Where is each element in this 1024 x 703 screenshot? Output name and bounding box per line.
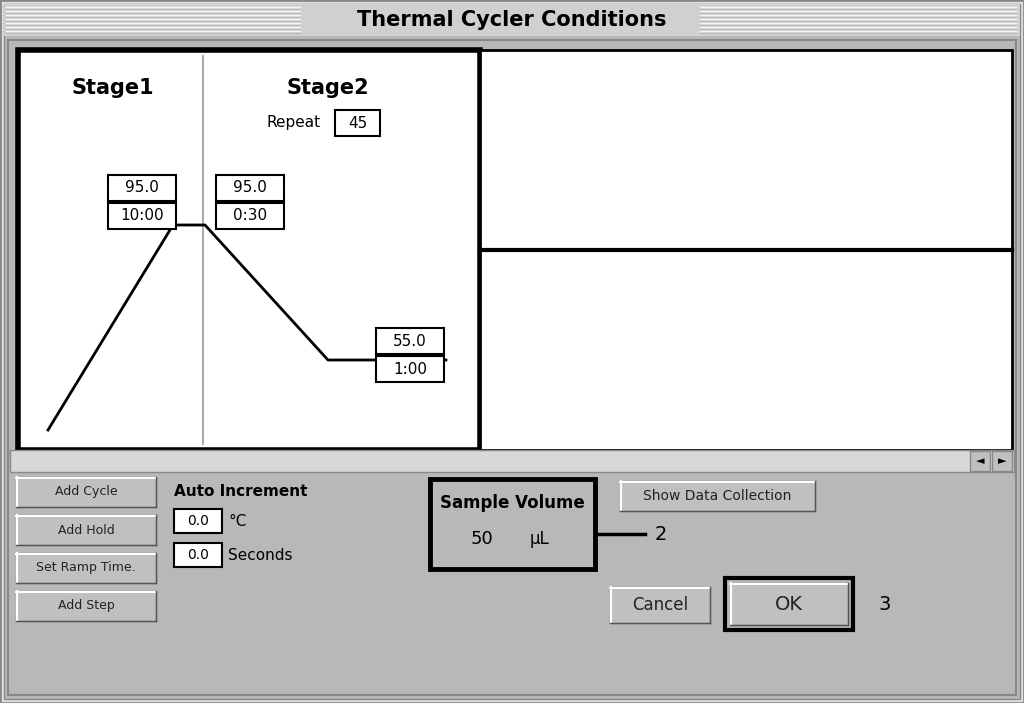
Text: 55.0: 55.0 [393, 333, 427, 349]
Bar [430, 479, 595, 569]
Text: Add Hold: Add Hold [57, 524, 115, 536]
Bar [725, 578, 853, 630]
Text: 2: 2 [655, 524, 668, 543]
Bar [970, 451, 990, 471]
Text: 3: 3 [878, 595, 891, 614]
Text: 0.0: 0.0 [187, 548, 209, 562]
Bar [16, 515, 156, 545]
Bar [335, 110, 380, 136]
Bar [480, 50, 1012, 450]
Text: Repeat: Repeat [266, 115, 321, 129]
Text: 1:00: 1:00 [393, 361, 427, 377]
Bar [174, 543, 222, 567]
Text: 95.0: 95.0 [125, 181, 159, 195]
Text: °C: °C [228, 513, 247, 529]
Bar [620, 481, 815, 511]
Text: 95.0: 95.0 [233, 181, 267, 195]
Bar [174, 509, 222, 533]
Bar [108, 175, 176, 201]
Bar [216, 203, 284, 229]
Bar [992, 451, 1012, 471]
Text: μL: μL [530, 530, 550, 548]
Text: 0.0: 0.0 [187, 514, 209, 528]
Text: Cancel: Cancel [632, 596, 688, 614]
Text: Add Step: Add Step [57, 600, 115, 612]
Bar [16, 553, 156, 583]
Text: OK: OK [775, 595, 803, 614]
Bar [18, 50, 480, 450]
Bar [730, 583, 848, 625]
Text: Seconds: Seconds [228, 548, 293, 562]
Bar [376, 328, 444, 354]
Text: 45: 45 [348, 115, 368, 131]
Bar [216, 175, 284, 201]
Text: 0:30: 0:30 [232, 209, 267, 224]
Bar [16, 477, 156, 507]
Bar [16, 591, 156, 621]
Text: ◄: ◄ [976, 456, 984, 466]
Text: Stage1: Stage1 [72, 78, 155, 98]
Text: 50: 50 [471, 530, 494, 548]
Text: Add Cycle: Add Cycle [54, 486, 118, 498]
Text: ►: ► [997, 456, 1007, 466]
Text: Stage2: Stage2 [287, 78, 370, 98]
Text: Auto Increment: Auto Increment [174, 484, 307, 498]
Text: Thermal Cycler Conditions: Thermal Cycler Conditions [357, 10, 667, 30]
Bar [376, 356, 444, 382]
Text: 10:00: 10:00 [120, 209, 164, 224]
Text: Sample Volume: Sample Volume [440, 494, 585, 512]
Text: Show Data Collection: Show Data Collection [643, 489, 792, 503]
Bar [108, 203, 176, 229]
Bar [610, 587, 710, 623]
Bar [4, 4, 1020, 36]
Text: Set Ramp Time.: Set Ramp Time. [36, 562, 136, 574]
Bar [10, 450, 1014, 472]
